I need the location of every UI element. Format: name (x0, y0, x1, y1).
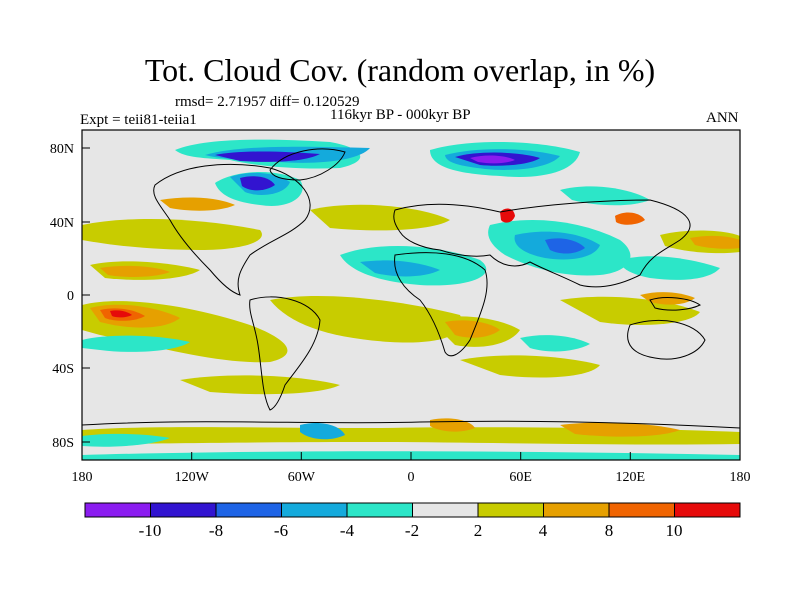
colorbar-label: -2 (405, 521, 419, 540)
x-tick-label-180w: 180 (72, 470, 93, 485)
colorbar-label: -4 (340, 521, 355, 540)
map-plot-area: 180 120W 60W 0 60E 120E 180 80N 40N 0 40… (50, 129, 751, 485)
colorbar-label: -10 (139, 521, 162, 540)
coastlines (82, 148, 740, 429)
experiment-text: Expt = teii81-teiia1 (80, 112, 197, 128)
colorbar-box (346, 502, 413, 518)
x-tick-label-0: 0 (408, 470, 415, 485)
map-background (82, 130, 740, 460)
rmsd-diff-text: rmsd= 2.71957 diff= 0.120529 (175, 94, 360, 110)
colorbar-label: -6 (274, 521, 288, 540)
y-tick-label-80s: 80S (52, 436, 74, 451)
x-tick-label-180e: 180 (730, 470, 751, 485)
y-tick-label-80n: 80N (50, 142, 74, 157)
period-text: 116kyr BP - 000kyr BP (330, 107, 471, 123)
y-tick-label-0: 0 (67, 289, 74, 304)
colorbar-box (281, 502, 348, 518)
x-tick-label-120w: 120W (175, 470, 210, 485)
colorbar-label: 2 (474, 521, 483, 540)
y-tick-label-40s: 40S (52, 362, 74, 377)
x-tick-label-120e: 120E (616, 470, 646, 485)
colorbar-box (412, 502, 479, 518)
colorbar: -10 -8 -6 -4 -2 2 4 8 10 (84, 502, 741, 540)
colorbar-box (150, 502, 217, 518)
y-tick-label-40n: 40N (50, 216, 74, 231)
tick-marks (81, 147, 741, 460)
season-label: ANN (706, 110, 739, 126)
colorbar-label: 4 (539, 521, 548, 540)
x-tick-label-60w: 60W (288, 470, 316, 485)
cloud-cover-anomaly-field (82, 139, 740, 460)
colorbar-box (477, 502, 544, 518)
colorbar-label: 10 (666, 521, 683, 540)
chart-title: Tot. Cloud Cov. (random overlap, in %) (144, 52, 656, 88)
colorbar-label: 8 (605, 521, 614, 540)
x-tick-label-60e: 60E (509, 470, 532, 485)
colorbar-box (543, 502, 610, 518)
colorbar-box (674, 502, 741, 518)
colorbar-label: -8 (209, 521, 223, 540)
colorbar-box (608, 502, 675, 518)
colorbar-box (84, 502, 151, 518)
colorbar-box (215, 502, 282, 518)
